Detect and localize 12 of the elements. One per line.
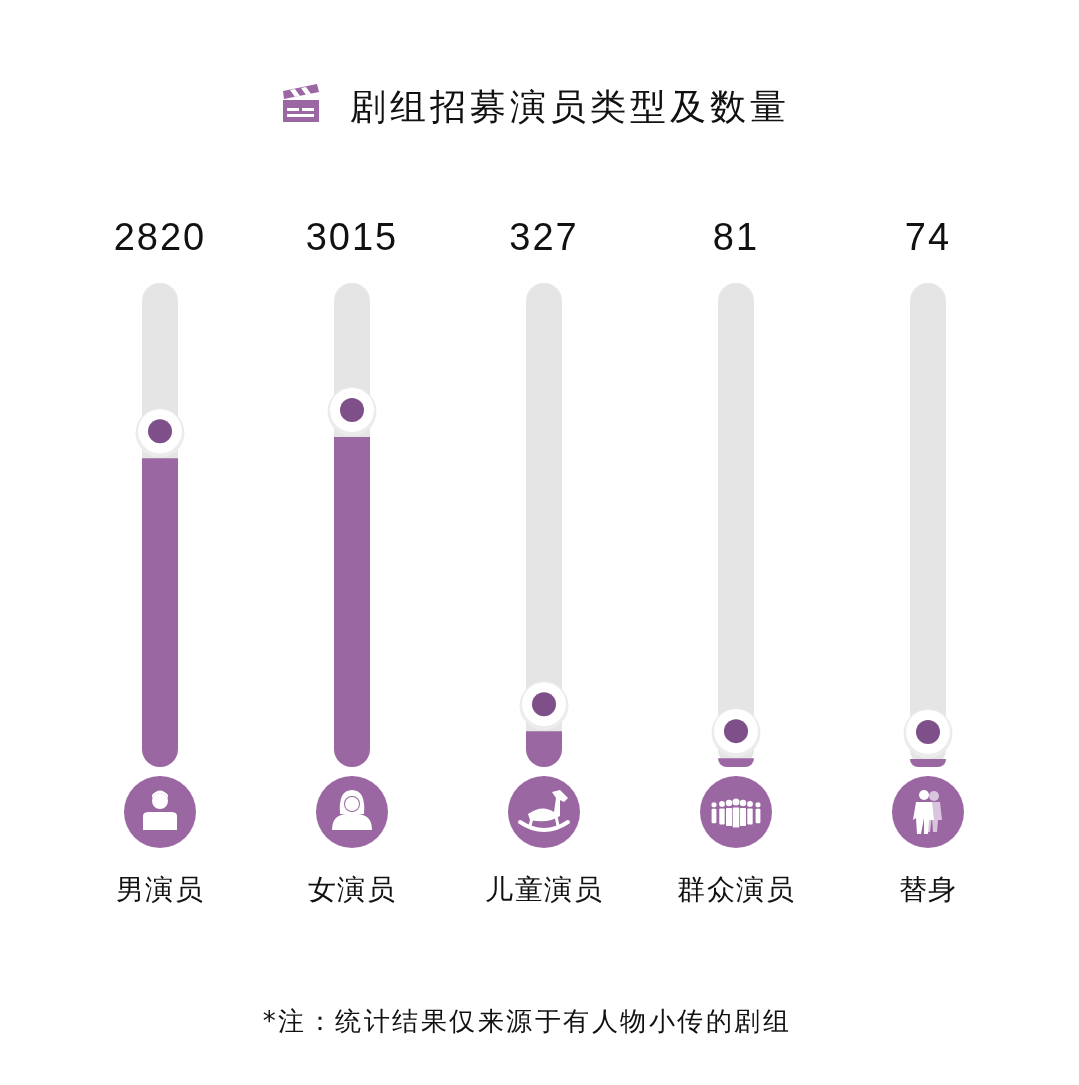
text: *注：统计结果仅来源于有人物小传的剧组 — [262, 1006, 792, 1036]
data-label: 3015 — [305, 216, 399, 258]
chart-title: 剧组招募演员类型及数量 — [350, 86, 790, 127]
data-label: 327 — [509, 216, 579, 258]
data-label: 81 — [712, 216, 760, 258]
data-label: 2820 — [113, 216, 207, 258]
x-tick-label: 男演员 — [115, 873, 205, 906]
x-tick-label: 儿童演员 — [485, 873, 603, 906]
x-tick-label: 女演员 — [307, 873, 397, 906]
data-label: 74 — [904, 216, 952, 258]
x-tick-label: 群众演员 — [677, 873, 795, 906]
x-tick-label: 替身 — [898, 873, 958, 906]
